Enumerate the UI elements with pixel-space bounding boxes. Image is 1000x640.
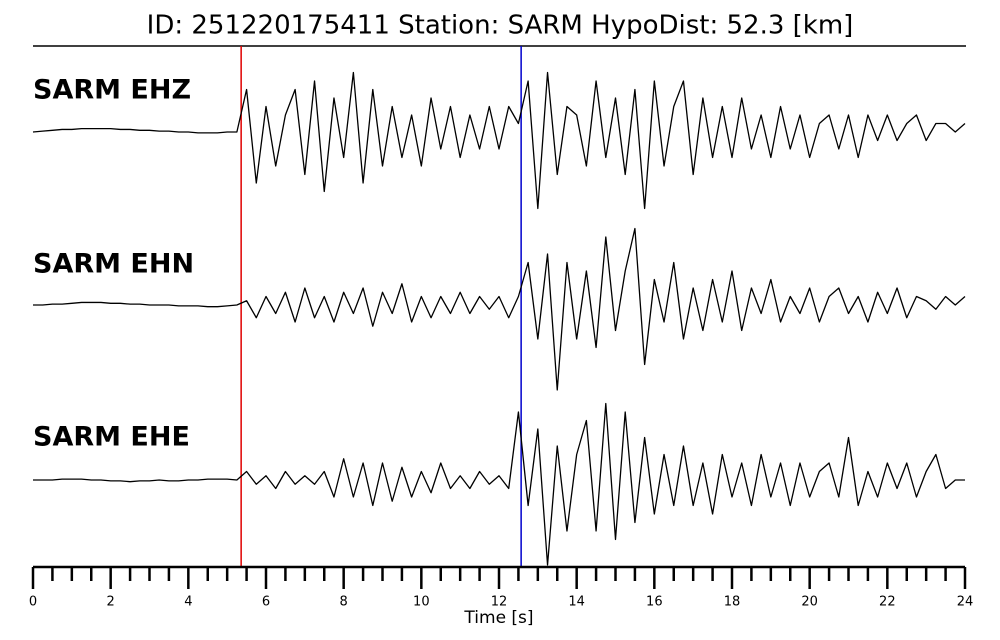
- x-tick-label: 24: [957, 595, 974, 610]
- x-tick-label: 2: [107, 595, 115, 610]
- x-tick-label: 4: [184, 595, 192, 610]
- waveform: [32, 71, 966, 210]
- x-tick-label: 0: [29, 595, 37, 610]
- x-tick-label: 12: [491, 595, 508, 610]
- chart-title: ID: 251220175411 Station: SARM HypoDist:…: [147, 11, 854, 41]
- x-tick-label: 14: [568, 595, 585, 610]
- trace-label: SARM EHE: [33, 422, 190, 453]
- x-tick-label: 10: [413, 595, 430, 610]
- x-tick-label: 6: [262, 595, 270, 610]
- x-tick-label: 22: [879, 595, 896, 610]
- x-tick-label: 8: [340, 595, 348, 610]
- x-tick-label: 18: [724, 595, 741, 610]
- trace-label: SARM EHZ: [33, 75, 191, 106]
- waveform: [33, 227, 966, 391]
- trace-label: SARM EHN: [33, 249, 194, 280]
- x-tick-label: 16: [646, 595, 663, 610]
- x-tick-label: 20: [801, 595, 818, 610]
- x-axis-label: Time [s]: [463, 608, 533, 628]
- waveform: [33, 402, 965, 566]
